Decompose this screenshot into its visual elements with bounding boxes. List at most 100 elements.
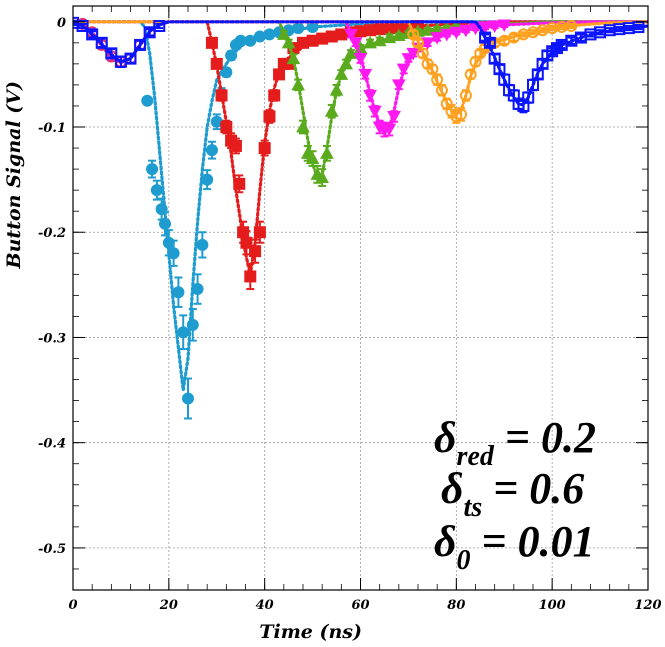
data-marker (276, 27, 291, 40)
y-tick-label: 0 (57, 16, 66, 31)
data-marker (354, 25, 367, 38)
data-marker (353, 53, 368, 66)
annotation-value: = 0.01 (471, 517, 595, 566)
data-marker (220, 121, 233, 134)
data-marker (316, 32, 329, 45)
data-marker (191, 283, 204, 296)
data-marker (240, 236, 253, 249)
data-marker (344, 46, 358, 59)
data-marker (76, 19, 89, 32)
annotation-value: = 0.6 (482, 464, 584, 513)
data-marker (339, 56, 353, 70)
data-marker (335, 28, 348, 41)
annotation-symbol: δ (434, 413, 457, 462)
data-marker (478, 21, 492, 35)
x-tick-label: 20 (159, 598, 178, 613)
data-marker (233, 177, 246, 190)
data-marker (263, 28, 276, 41)
data-marker (297, 36, 309, 49)
data-marker (286, 51, 301, 65)
data-marker (281, 35, 296, 49)
data-marker (426, 63, 439, 76)
data-marker (291, 77, 306, 91)
x-tick-label: 80 (447, 598, 465, 613)
data-marker (412, 36, 424, 49)
series-4 (73, 20, 648, 187)
y-axis-title: Button Signal (V) (3, 81, 25, 269)
data-marker (368, 105, 382, 119)
data-marker (143, 26, 156, 39)
data-marker (382, 30, 397, 44)
data-marker (268, 89, 281, 102)
data-marker (358, 68, 373, 82)
annotation-value: = 0.2 (494, 413, 596, 462)
data-marker (253, 226, 266, 239)
data-marker (273, 68, 286, 81)
data-marker (373, 23, 386, 36)
data-marker (430, 32, 445, 45)
data-marker (416, 47, 429, 60)
x-axis-title: Time (ns) (259, 621, 362, 643)
data-marker (124, 52, 137, 65)
data-marker (305, 151, 320, 165)
data-marker (325, 30, 338, 43)
data-marker (162, 236, 175, 249)
data-marker (182, 392, 194, 405)
data-marker (459, 24, 473, 38)
data-marker (150, 184, 163, 197)
tick-labels: 0 20 40 60 80 100 120 0 -0.1 -0.2 -0.3 -0.4 -0.5 (38, 16, 662, 613)
data-marker (363, 35, 377, 49)
data-marker (249, 245, 262, 258)
data-marker (296, 119, 310, 133)
series-6 (73, 19, 648, 124)
data-marker (324, 104, 339, 117)
data-marker (141, 94, 154, 107)
data-marker (315, 170, 330, 184)
series-5 (73, 19, 648, 138)
data-marker (320, 146, 334, 159)
data-marker (364, 24, 377, 37)
data-marker (215, 89, 228, 102)
annotation-line: δred = 0.2 (434, 413, 596, 472)
data-marker (153, 19, 166, 32)
data-marker (435, 84, 448, 97)
y-tick-label: -0.2 (38, 226, 66, 241)
data-marker (522, 91, 535, 104)
data-marker (348, 37, 363, 50)
data-marker (431, 73, 444, 86)
data-marker (329, 83, 344, 96)
series-3 (73, 19, 648, 291)
data-marker (177, 326, 190, 339)
data-marker (146, 163, 159, 176)
data-marker (439, 28, 454, 42)
data-marker (344, 28, 358, 42)
x-tick-label: 60 (351, 598, 369, 613)
y-tick-label: -0.4 (38, 437, 66, 452)
data-marker (459, 89, 472, 102)
x-tick-label: 120 (634, 598, 661, 613)
data-marker (205, 36, 218, 49)
data-marker (229, 139, 242, 152)
data-marker (382, 123, 397, 137)
data-marker (159, 217, 171, 230)
data-marker (210, 115, 223, 128)
data-marker (258, 142, 271, 155)
data-marker (292, 22, 305, 35)
annotation-symbol: δ (441, 464, 464, 513)
data-marker (95, 36, 108, 49)
data-marker (201, 173, 214, 186)
y-tick-label: -0.5 (38, 542, 66, 557)
x-tick-label: 40 (256, 598, 274, 613)
annotation-symbol: δ (434, 517, 457, 566)
data-marker (391, 28, 406, 41)
data-marker (306, 34, 319, 47)
data-marker (244, 270, 257, 283)
data-marker (186, 318, 199, 331)
x-tick-label: 100 (539, 598, 566, 613)
annotation-line: δts = 0.6 (441, 464, 584, 523)
grid-lines (73, 6, 648, 590)
data-marker (483, 36, 496, 49)
data-marker (134, 38, 147, 51)
